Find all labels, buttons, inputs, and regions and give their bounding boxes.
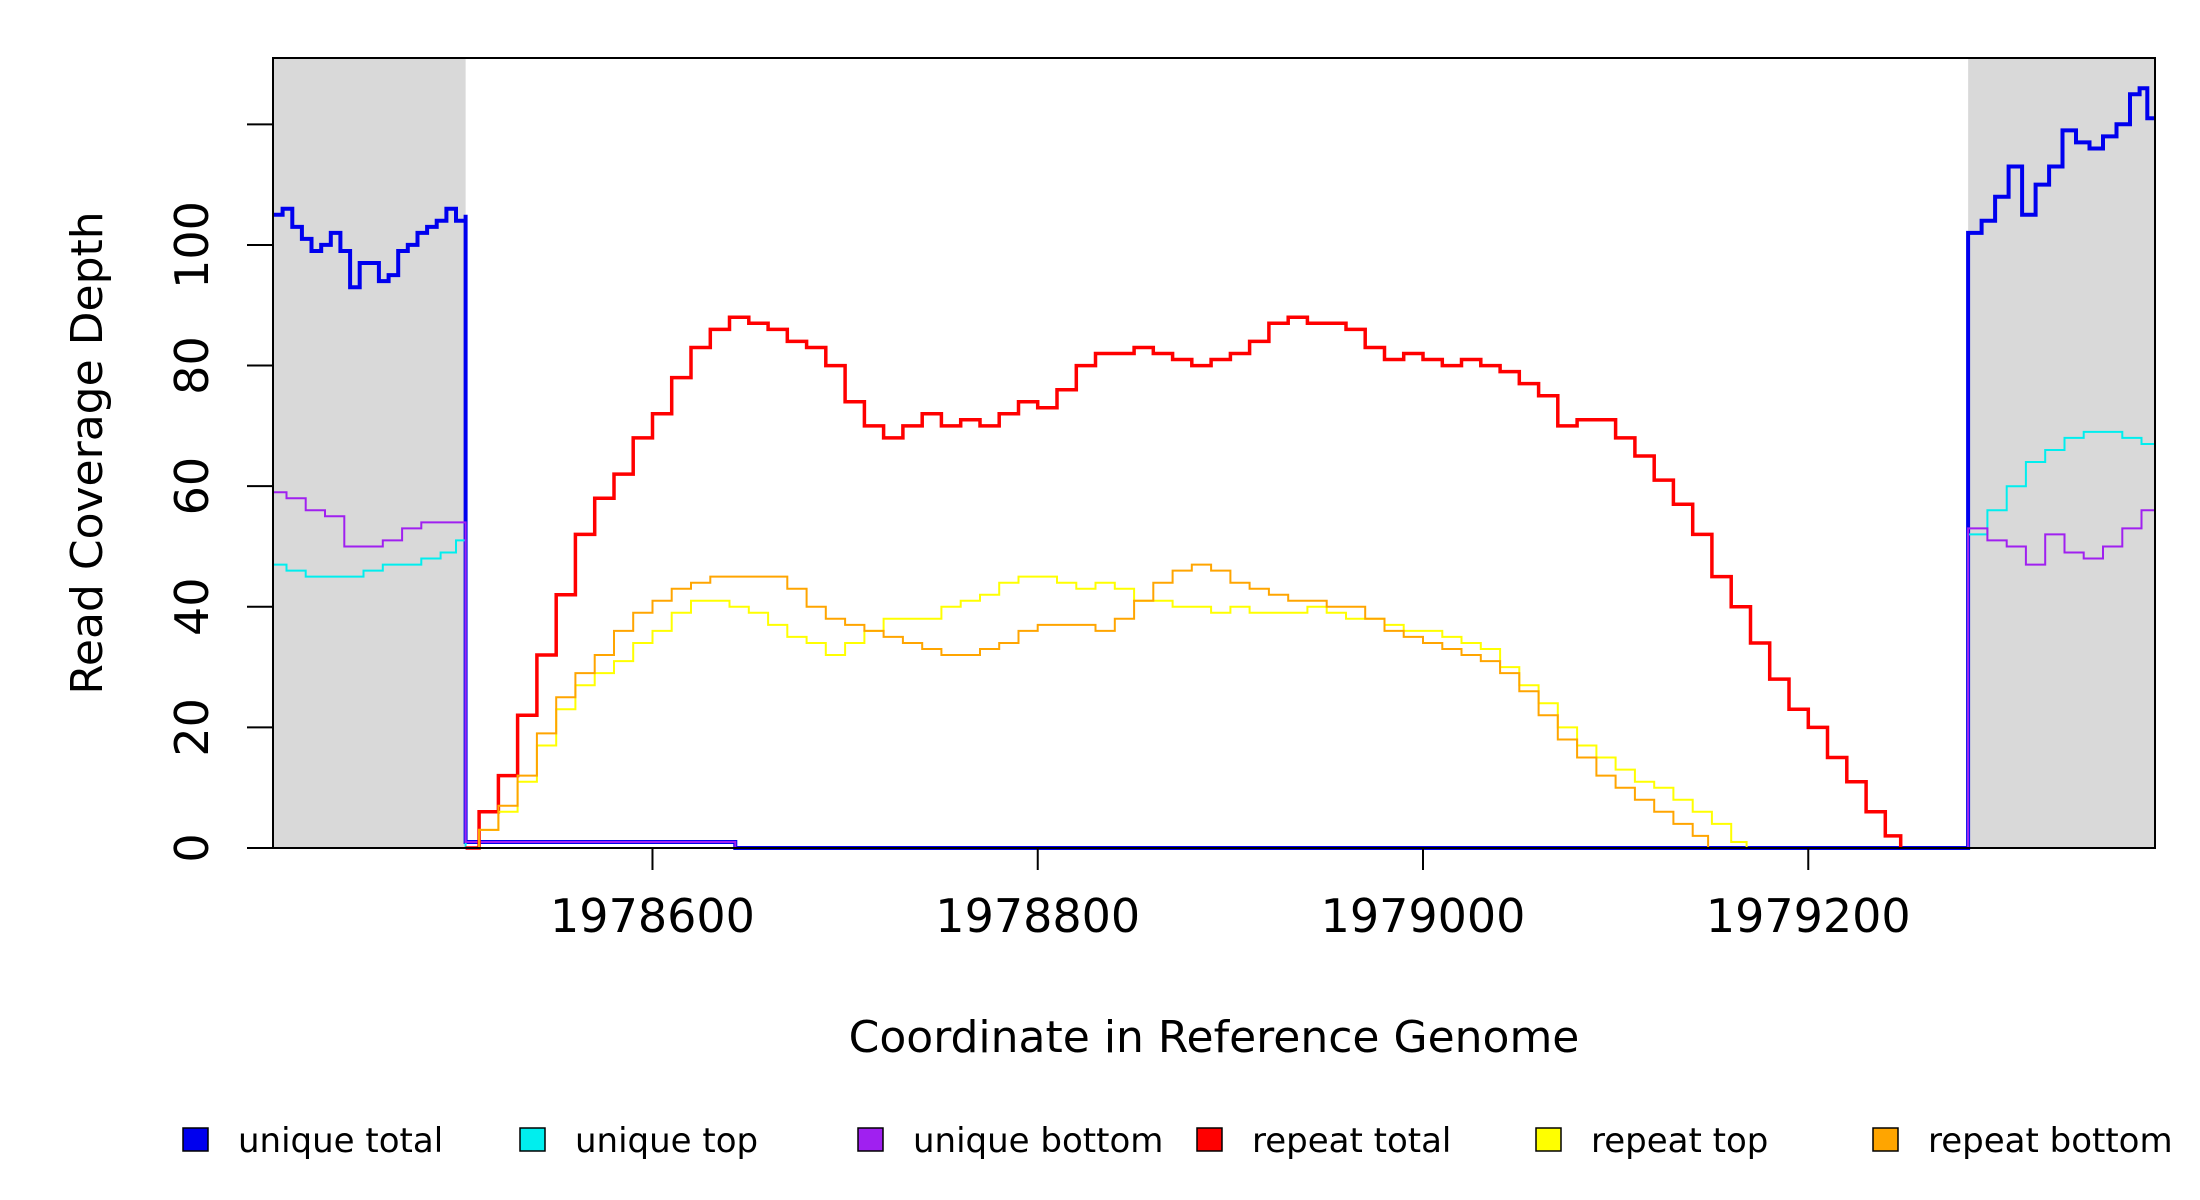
legend-swatch <box>1872 1127 1899 1152</box>
plot-frame <box>272 57 2156 849</box>
series-line-repeat-bottom <box>465 563 1710 849</box>
series-line-repeat-total <box>465 315 1903 850</box>
legend-label: unique bottom <box>913 1121 1163 1161</box>
shaded-regions <box>273 58 2155 848</box>
x-tick-label: 1978800 <box>935 889 1140 943</box>
x-tick-label: 1979200 <box>1706 889 1911 943</box>
legend-swatch <box>182 1127 209 1152</box>
legend-label: unique top <box>575 1121 758 1161</box>
shaded-region-0 <box>273 58 466 848</box>
x-axis-title: Coordinate in Reference Genome <box>849 1012 1580 1063</box>
x-tick-label: 1978600 <box>550 889 755 943</box>
shaded-region-1 <box>1968 58 2155 848</box>
y-tick-label: 0 <box>165 833 219 862</box>
legend: unique total unique top unique bottom repea… <box>182 1121 2173 1161</box>
y-tick-label: 60 <box>165 457 219 516</box>
y-axis: 0 20 40 60 80 100 <box>165 123 273 863</box>
y-tick-label: 100 <box>165 201 219 289</box>
legend-label: unique total <box>238 1121 443 1161</box>
y-axis-title: Read Coverage Depth <box>62 211 113 694</box>
legend-label: repeat top <box>1591 1121 1768 1161</box>
legend-label: repeat bottom <box>1928 1121 2173 1161</box>
y-tick-label: 20 <box>165 698 219 757</box>
series-line-unique-total <box>273 86 2155 850</box>
legend-swatch <box>1196 1127 1223 1152</box>
legend-label: repeat total <box>1252 1121 1451 1161</box>
series-lines <box>273 86 2156 850</box>
legend-swatch <box>519 1127 546 1152</box>
series-line-unique-bottom <box>273 491 2156 849</box>
series-line-repeat-top <box>465 575 1748 849</box>
x-axis: 1978600 1978800 1979000 1979200 <box>550 848 1911 943</box>
y-tick-label: 80 <box>165 336 219 395</box>
legend-swatch <box>857 1127 884 1152</box>
x-tick-label: 1979000 <box>1321 889 1526 943</box>
y-tick-label: 40 <box>165 578 219 637</box>
legend-swatch <box>1535 1127 1562 1152</box>
